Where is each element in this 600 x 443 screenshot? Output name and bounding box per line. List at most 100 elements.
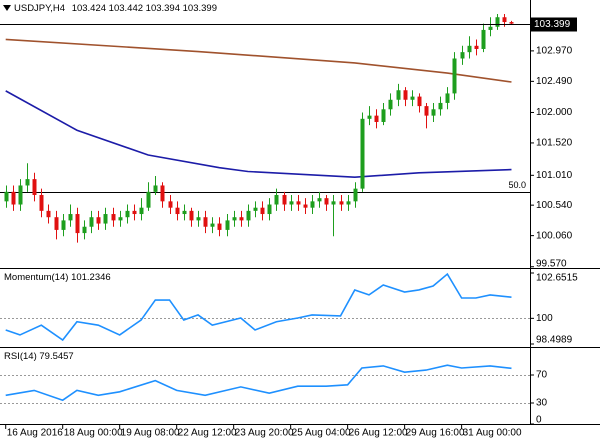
- y-tick-label: 102.970: [536, 46, 573, 57]
- candle-body: [481, 29, 486, 49]
- candle-body: [410, 96, 415, 100]
- candle-body: [310, 201, 315, 208]
- candle-body: [139, 207, 144, 215]
- candle-body: [452, 58, 457, 94]
- x-tick-label: 26 Aug 12:00: [349, 428, 408, 439]
- candle-body: [467, 45, 472, 53]
- candle-body: [175, 207, 180, 215]
- indicator-name: RSI(14): [4, 351, 37, 362]
- candle-body: [424, 106, 429, 116]
- candle-body: [374, 115, 379, 122]
- candle-body: [353, 188, 358, 202]
- candle-body: [132, 210, 137, 215]
- candle-body: [153, 185, 158, 192]
- symbol: USDJPY,H4: [14, 3, 65, 14]
- candle-body: [217, 223, 222, 230]
- candle-body: [75, 214, 80, 234]
- x-tick-label: 19 Aug 08:00: [121, 428, 180, 439]
- rsi-title: RSI(14) 79.5457: [4, 351, 74, 362]
- y-tick-label: 70: [536, 370, 548, 381]
- candle-body: [61, 220, 66, 230]
- candle-body: [324, 198, 329, 205]
- candle-body: [331, 201, 336, 205]
- candle-body: [388, 99, 393, 110]
- candle-body: [18, 185, 23, 205]
- candle-body: [146, 191, 151, 208]
- x-tick-label: 29 Aug 16:00: [406, 428, 465, 439]
- candle-body: [460, 52, 465, 59]
- y-tick-label: 30: [536, 398, 548, 409]
- candle-body: [403, 90, 408, 100]
- y-tick-label: 98.4989: [536, 335, 573, 346]
- price-box: [531, 17, 577, 32]
- candle-body: [125, 210, 130, 218]
- candle-body: [89, 217, 94, 227]
- candle-body: [118, 217, 123, 221]
- candle-body: [232, 217, 237, 221]
- indicator-name: Momentum(14): [4, 272, 68, 283]
- candle-body: [417, 96, 422, 107]
- candle-body: [253, 207, 258, 211]
- header-high: 103.442: [109, 3, 143, 14]
- candle-body: [168, 201, 173, 208]
- indicator-value: 79.5457: [39, 351, 73, 362]
- candle-body: [438, 102, 443, 110]
- x-tick-label: 25 Aug 04:00: [292, 428, 351, 439]
- y-tick-label: 100.060: [536, 230, 573, 241]
- y-tick-label: 102.000: [536, 107, 573, 118]
- y-tick-label: 101.520: [536, 138, 573, 149]
- candle-body: [260, 207, 265, 215]
- candle-body: [339, 201, 344, 205]
- moving-average: [5, 38, 512, 83]
- y-tick-label: 100: [536, 313, 553, 324]
- candle-body: [203, 217, 208, 227]
- indicator-value: 101.2346: [71, 272, 111, 283]
- candle-body: [196, 217, 201, 221]
- x-tick-label: 23 Aug 20:00: [235, 428, 294, 439]
- candle-body: [360, 118, 365, 189]
- candle-body: [381, 109, 386, 122]
- moving-average: [5, 90, 512, 179]
- candle-body: [68, 214, 73, 221]
- x-tick-label: 18 Aug 00:00: [64, 428, 123, 439]
- indicator-line: [5, 272, 512, 342]
- candle-body: [4, 191, 9, 202]
- candle-body: [111, 214, 116, 221]
- momentum-title: Momentum(14) 101.2346: [4, 272, 111, 283]
- candle-body: [317, 198, 322, 202]
- y-tick-label: 100.540: [536, 200, 573, 211]
- candle-body: [502, 17, 507, 23]
- candle-body: [267, 204, 272, 215]
- header: USDJPY,H4 103.424 103.442 103.394 103.39…: [14, 3, 217, 14]
- candle-body: [160, 185, 165, 202]
- candle-body: [46, 210, 51, 218]
- candle-body: [509, 22, 514, 24]
- candle-body: [96, 217, 101, 224]
- candle-body: [82, 226, 87, 234]
- candle-body: [474, 45, 479, 49]
- candle-body: [182, 210, 187, 215]
- candle-body: [296, 201, 301, 205]
- candle-body: [210, 223, 215, 227]
- price-label: 103.399: [534, 19, 571, 30]
- candle-body: [189, 210, 194, 221]
- indicator-line: [5, 364, 512, 402]
- header-close: 103.399: [183, 3, 217, 14]
- y-tick-label: 0: [536, 415, 542, 426]
- candle-body: [32, 179, 37, 195]
- candle-body: [396, 90, 401, 100]
- candle-body: [11, 191, 16, 205]
- candle-body: [488, 26, 493, 30]
- candle-body: [445, 93, 450, 103]
- y-tick-label: 102.490: [536, 76, 573, 87]
- candle-body: [225, 220, 230, 230]
- y-tick-label: 102.6515: [536, 273, 578, 284]
- x-tick-label: 16 Aug 2016: [7, 428, 64, 439]
- candle-body: [289, 201, 294, 205]
- x-tick-label: 22 Aug 12:00: [178, 428, 237, 439]
- candle-body: [274, 194, 279, 205]
- candle-body: [39, 194, 44, 211]
- candle-body: [282, 194, 287, 205]
